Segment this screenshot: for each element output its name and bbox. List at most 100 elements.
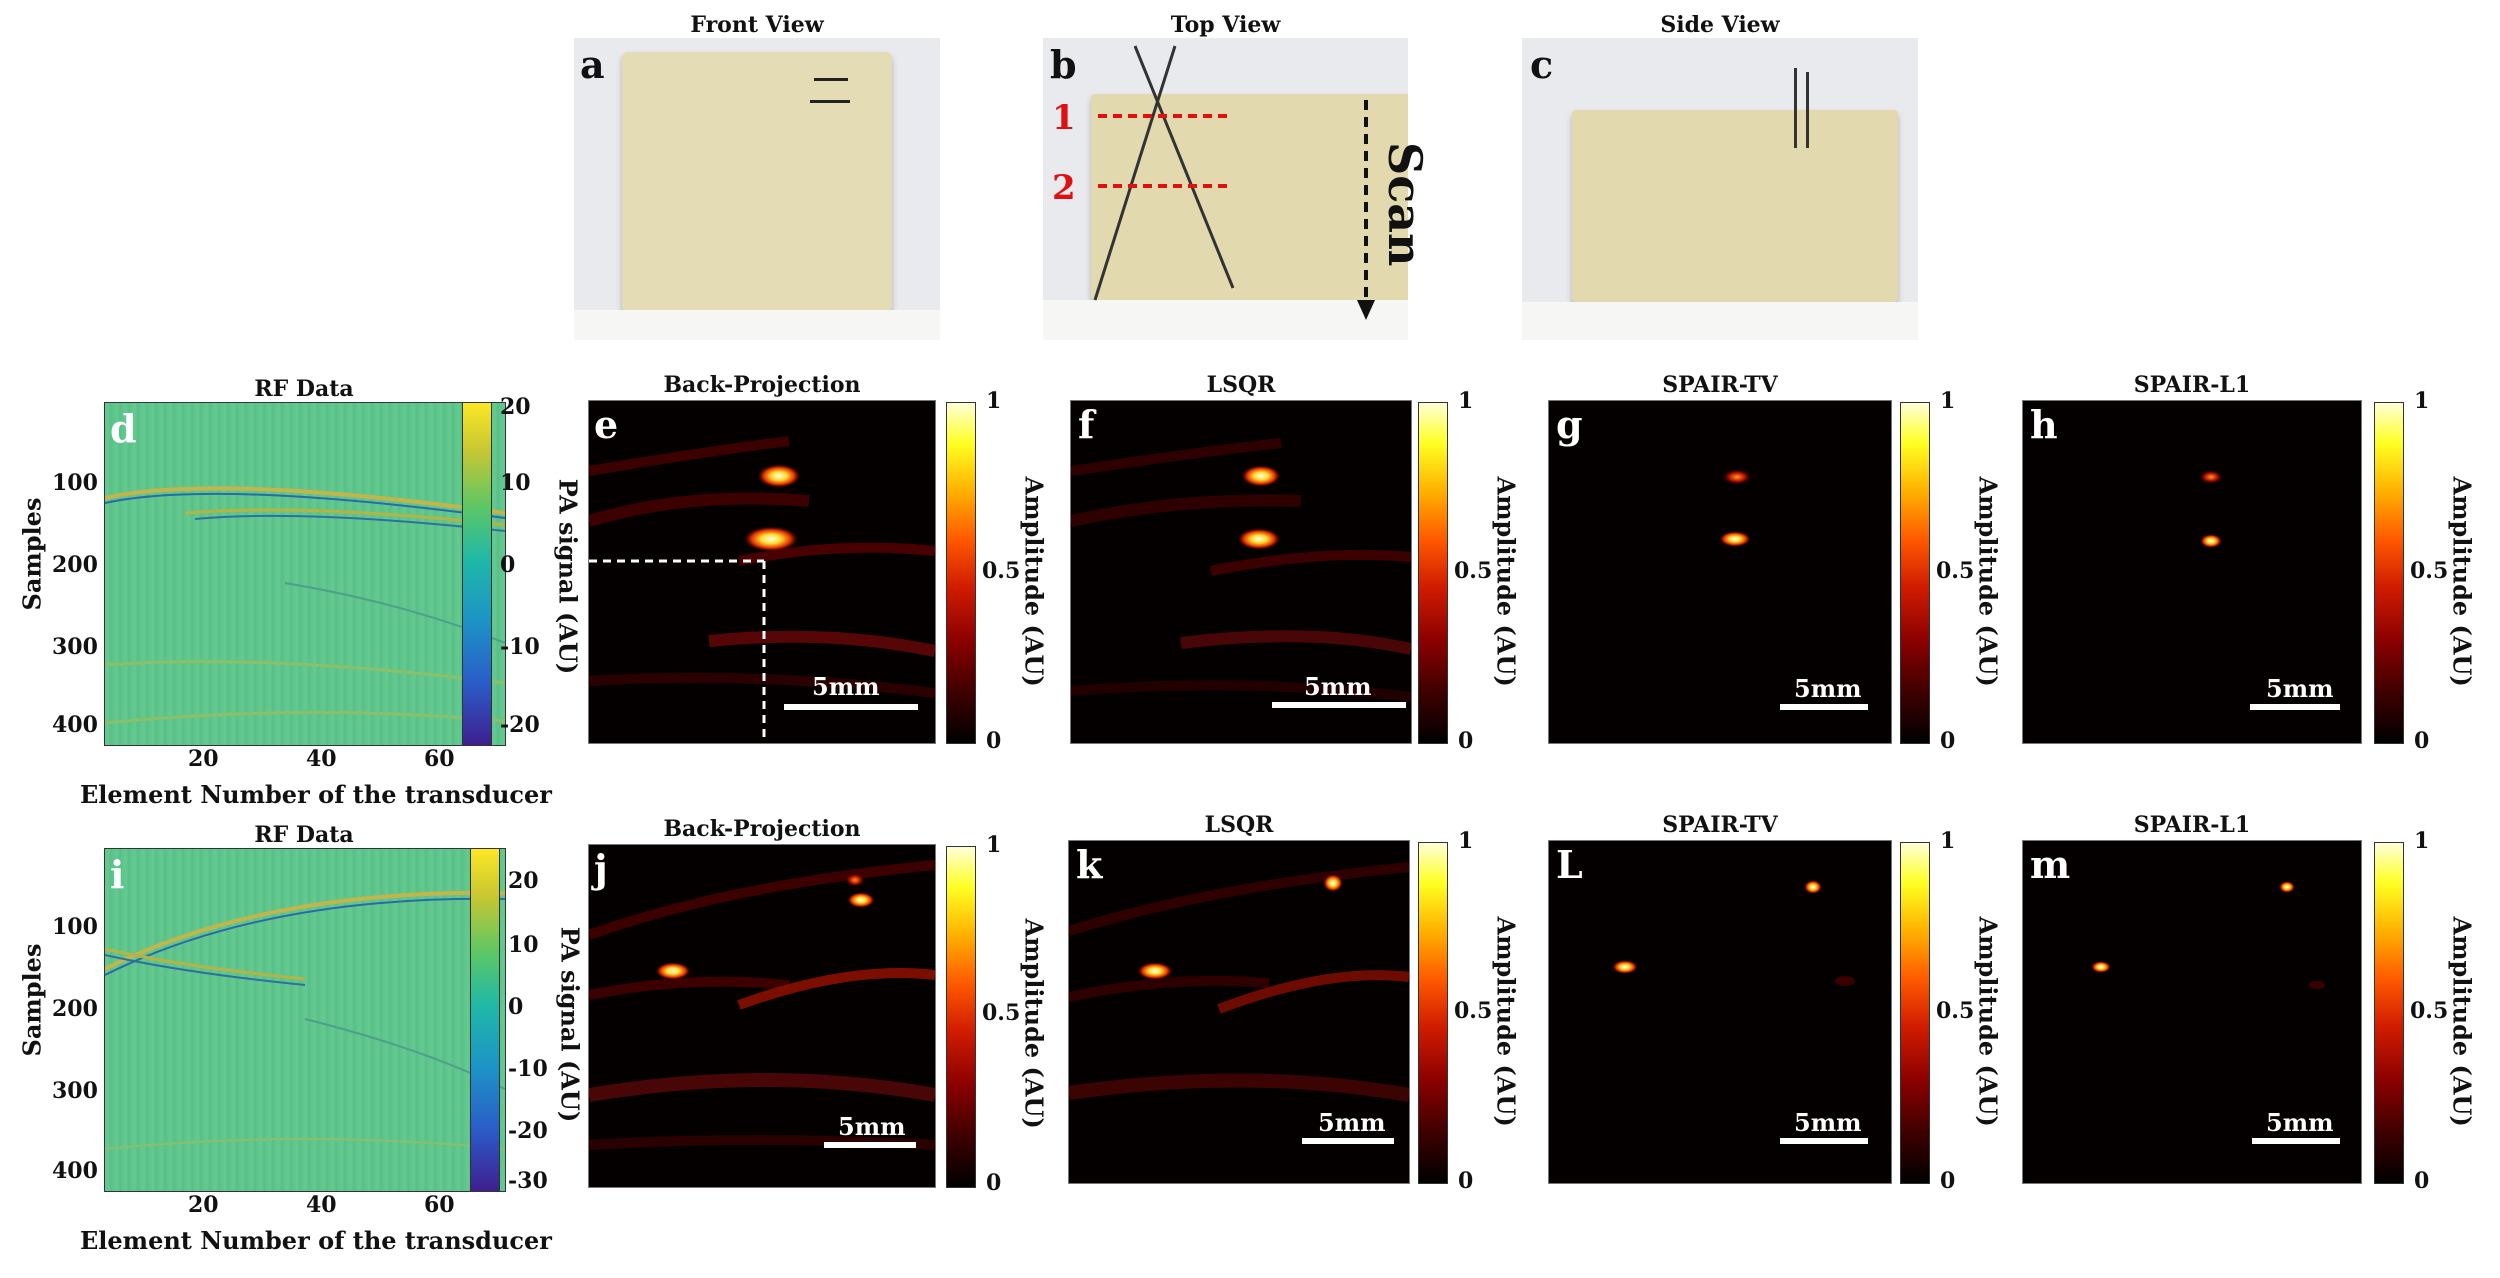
scale-bar bbox=[784, 704, 918, 710]
cbar-label: Amplitude (AU) bbox=[2447, 916, 2477, 1127]
panel-letter-c: c bbox=[1530, 42, 1554, 87]
ytick: 300 bbox=[52, 634, 98, 660]
needle-lines bbox=[1093, 45, 1375, 320]
rf-i-title: RF Data bbox=[254, 822, 354, 848]
recon-L-title: SPAIR-TV bbox=[1662, 812, 1778, 838]
pa-colorbar-d bbox=[462, 402, 492, 746]
panel-letter-g: g bbox=[1556, 402, 1583, 447]
rf-d-title: RF Data bbox=[254, 376, 354, 402]
cbar-label: PA signal (AU) bbox=[553, 478, 583, 675]
cbar-tick: 10 bbox=[508, 932, 539, 958]
scale-bar-label: 5mm bbox=[1794, 674, 1862, 703]
scale-bar-label: 5mm bbox=[1794, 1108, 1862, 1137]
cbar-tick: -30 bbox=[508, 1168, 548, 1194]
recon-h-title: SPAIR-L1 bbox=[2133, 372, 2251, 398]
recon-image-g bbox=[1548, 400, 1892, 744]
scale-bar-label: 5mm bbox=[2266, 674, 2334, 703]
amplitude-colorbar-h bbox=[2374, 402, 2404, 744]
cbar-label: Amplitude (AU) bbox=[1019, 476, 1049, 687]
recon-image-m bbox=[2022, 840, 2362, 1184]
needle-mark bbox=[810, 100, 850, 103]
recon-image-f bbox=[1070, 400, 1412, 744]
panel-letter-e: e bbox=[594, 402, 619, 447]
rf-data-plot-i bbox=[104, 848, 506, 1192]
line-label-1: 1 bbox=[1052, 98, 1076, 138]
recon-image-e bbox=[588, 400, 936, 744]
x-axis-label: Element Number of the transducer bbox=[80, 780, 552, 809]
amplitude-colorbar-f bbox=[1418, 402, 1448, 744]
ytick: 100 bbox=[52, 470, 98, 496]
scale-bar bbox=[2252, 1138, 2340, 1144]
panel-letter-b: b bbox=[1050, 42, 1077, 87]
x-axis-label: Element Number of the transducer bbox=[80, 1226, 552, 1255]
xtick: 20 bbox=[188, 746, 219, 772]
recon-image-h bbox=[2022, 400, 2362, 744]
scale-bar bbox=[824, 1142, 916, 1148]
scale-bar-label: 5mm bbox=[838, 1112, 906, 1141]
cbar-tick: 1 bbox=[1940, 388, 1956, 414]
recon-f-title: LSQR bbox=[1206, 372, 1276, 398]
y-axis-label: Samples bbox=[17, 497, 47, 611]
recon-m-title: SPAIR-L1 bbox=[2133, 812, 2251, 838]
scale-bar bbox=[1272, 702, 1406, 708]
photo-c-title: Side View bbox=[1660, 12, 1780, 38]
photo-a-title: Front View bbox=[690, 12, 824, 38]
amplitude-colorbar-g bbox=[1900, 402, 1930, 744]
panel-letter-m: m bbox=[2030, 842, 2071, 887]
table-surface bbox=[1522, 302, 1918, 340]
cbar-tick: 0.5 bbox=[2410, 998, 2449, 1024]
cbar-tick: 0.5 bbox=[1936, 558, 1975, 584]
panel-letter-L: L bbox=[1556, 842, 1583, 887]
recon-j-title: Back-Projection bbox=[663, 816, 861, 842]
cbar-tick: 10 bbox=[500, 470, 531, 496]
panel-letter-f: f bbox=[1078, 402, 1095, 447]
needle-mark bbox=[1794, 68, 1797, 148]
line-label-2: 2 bbox=[1052, 168, 1076, 208]
photo-front-view bbox=[574, 38, 940, 340]
xtick: 60 bbox=[424, 746, 455, 772]
cbar-tick: 0 bbox=[1458, 728, 1474, 754]
panel-letter-i: i bbox=[110, 852, 125, 897]
cbar-tick: 0.5 bbox=[1454, 558, 1493, 584]
scale-bar-label: 5mm bbox=[2266, 1108, 2334, 1137]
rf-data-plot-d bbox=[104, 402, 506, 746]
cbar-label: PA signal (AU) bbox=[555, 926, 585, 1123]
panel-letter-d: d bbox=[110, 406, 137, 451]
panel-letter-j: j bbox=[594, 846, 608, 891]
cbar-label: Amplitude (AU) bbox=[1491, 916, 1521, 1127]
recon-image-k bbox=[1068, 840, 1410, 1184]
pa-colorbar-i bbox=[470, 848, 500, 1192]
cbar-label: Amplitude (AU) bbox=[1973, 476, 2003, 687]
cbar-tick: 1 bbox=[1458, 388, 1474, 414]
cbar-tick: 0.5 bbox=[982, 558, 1021, 584]
cbar-tick: -20 bbox=[500, 712, 540, 738]
cbar-tick: 0.5 bbox=[2410, 558, 2449, 584]
ytick: 200 bbox=[52, 552, 98, 578]
ytick: 400 bbox=[52, 712, 98, 738]
cbar-label: Amplitude (AU) bbox=[2447, 476, 2477, 687]
cbar-tick: 0 bbox=[986, 1170, 1002, 1196]
panel-letter-k: k bbox=[1076, 842, 1103, 887]
cbar-label: Amplitude (AU) bbox=[1491, 476, 1521, 687]
photo-top-view bbox=[1043, 38, 1408, 340]
photo-b-title: Top View bbox=[1170, 12, 1281, 38]
ytick: 400 bbox=[52, 1158, 98, 1184]
scale-bar-label: 5mm bbox=[812, 672, 880, 701]
cbar-tick: -10 bbox=[500, 634, 540, 660]
cbar-tick: 0 bbox=[500, 552, 516, 578]
scale-bar-label: 5mm bbox=[1304, 672, 1372, 701]
cbar-label: Amplitude (AU) bbox=[1973, 916, 2003, 1127]
scale-bar bbox=[1302, 1138, 1394, 1144]
needle-mark bbox=[1806, 72, 1809, 148]
amplitude-colorbar-j bbox=[946, 846, 976, 1188]
xtick: 20 bbox=[188, 1192, 219, 1218]
phantom-block bbox=[1572, 110, 1898, 302]
recon-image-L bbox=[1548, 840, 1892, 1184]
xtick: 40 bbox=[306, 746, 337, 772]
cbar-tick: 20 bbox=[500, 394, 531, 420]
panel-letter-a: a bbox=[580, 42, 605, 87]
amplitude-colorbar-e bbox=[946, 402, 976, 744]
recon-k-title: LSQR bbox=[1204, 812, 1274, 838]
photo-side-view bbox=[1522, 38, 1918, 340]
phantom-block bbox=[1091, 94, 1408, 300]
